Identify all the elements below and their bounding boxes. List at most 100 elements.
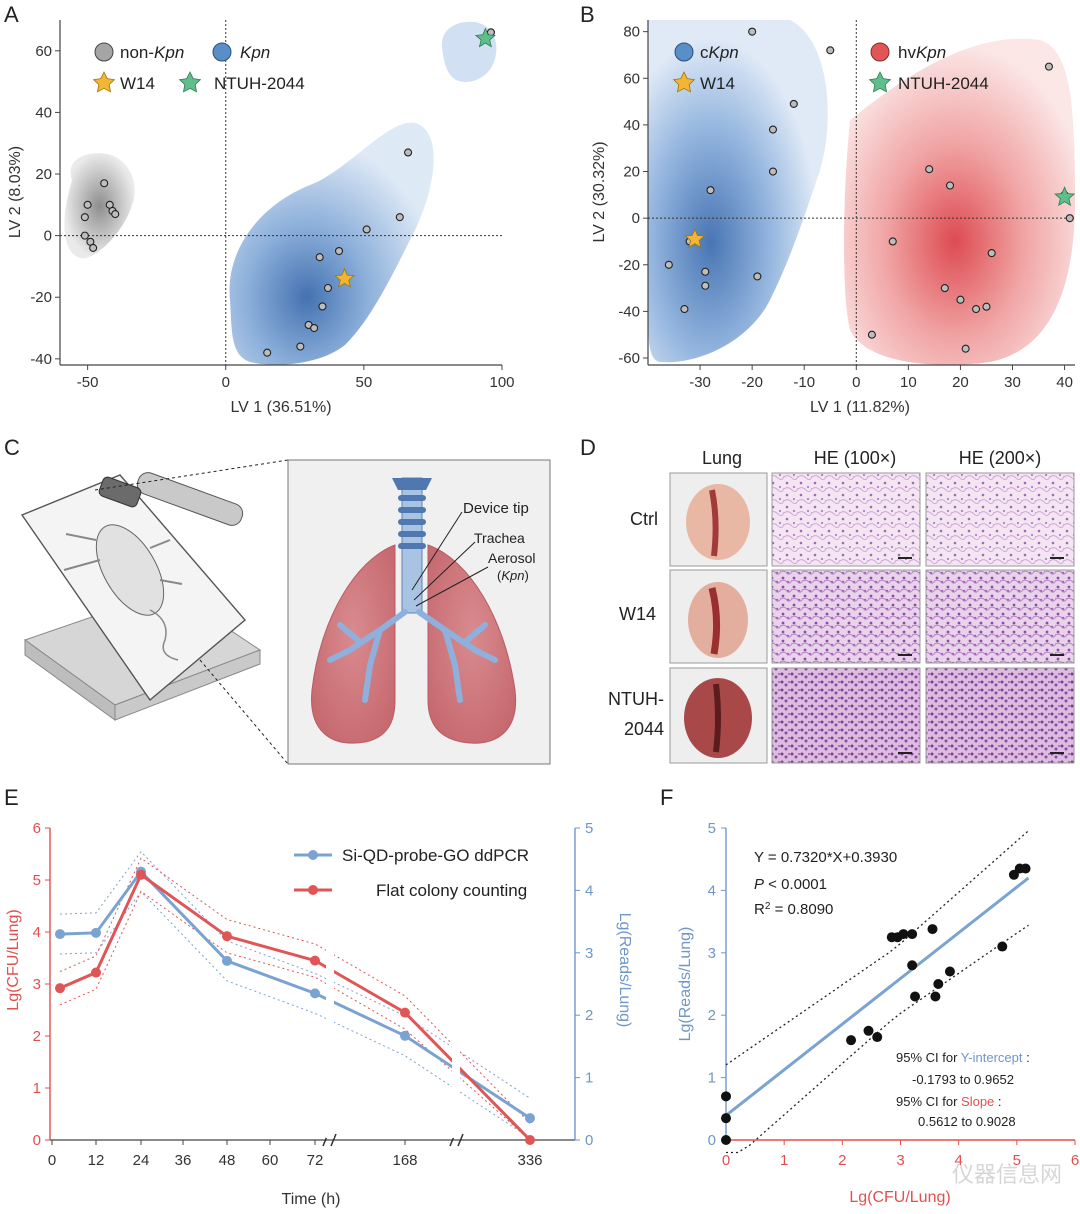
- f-xlabel: Lg(CFU/Lung): [849, 1189, 950, 1206]
- he200-ntuh: [925, 667, 1075, 764]
- x-tick-label: 6: [1071, 1152, 1079, 1169]
- svg-text:Flat colony counting: Flat colony counting: [376, 881, 527, 900]
- e-xlabel: Time (h): [282, 1191, 341, 1208]
- f-ci-intercept-range: -0.1793 to 0.9652: [912, 1072, 1014, 1087]
- col-header-lung: Lung: [702, 448, 742, 468]
- ci-band-line: [725, 830, 1029, 1066]
- y-tick-label: 0: [708, 1132, 716, 1149]
- legend-a: non-Kpn Kpn W14 NTUH-2044: [92, 42, 305, 93]
- row-label-ctrl: Ctrl: [630, 509, 658, 529]
- x-tick-label: 20: [952, 374, 969, 391]
- y-tick-label: 1: [708, 1070, 716, 1087]
- data-point: [701, 267, 710, 276]
- label-device-tip: Device tip: [463, 500, 529, 517]
- x-tick-label: 3: [896, 1152, 904, 1169]
- y-tick-label-left: 5: [33, 872, 41, 889]
- data-point: [972, 305, 981, 314]
- x-tick-label: 40: [1056, 374, 1073, 391]
- panel-a-scatter: -50 0 50 100 -40 -20 0 20 40 60 non-Kpn Kpn W14 N…: [7, 20, 515, 416]
- b-xlabel: LV 1 (11.82%): [810, 399, 910, 416]
- data-point: [701, 281, 710, 290]
- y-tick-label-right: 5: [585, 820, 593, 837]
- y-tick-label-right: 4: [585, 882, 593, 899]
- col-header-he100: HE (100×): [814, 448, 897, 468]
- y-tick-label-left: 3: [33, 976, 41, 993]
- data-point: [1020, 863, 1031, 874]
- data-point: [867, 330, 876, 339]
- left-lung: [311, 544, 396, 744]
- y-tick-label: 40: [623, 117, 640, 134]
- data-point: [910, 991, 921, 1002]
- data-point: [933, 979, 944, 989]
- data-point: [721, 1135, 731, 1145]
- series-point: [55, 929, 65, 940]
- label-aerosol: Aerosol: [488, 550, 535, 566]
- y-tick-label-right: 0: [585, 1132, 593, 1149]
- data-point: [296, 342, 305, 351]
- series-point: [525, 1135, 535, 1145]
- he100-ctrl: [771, 472, 921, 567]
- data-point: [706, 186, 715, 195]
- x-tick-label: 336: [517, 1152, 542, 1169]
- row-label-2044: 2044: [624, 719, 664, 739]
- data-point: [80, 231, 89, 240]
- data-point: [395, 213, 404, 222]
- data-point: [680, 305, 689, 314]
- legend-e: Si-QD-probe-GO ddPCR Flat colony countin…: [294, 846, 529, 900]
- data-point: [111, 210, 120, 219]
- y-tick-label: 20: [623, 164, 640, 181]
- data-point: [748, 27, 757, 36]
- data-point: [315, 253, 324, 262]
- data-point: [898, 929, 909, 940]
- x-tick-label: 48: [219, 1152, 236, 1169]
- he100-ntuh: [771, 667, 921, 764]
- he200-w14: [925, 569, 1075, 664]
- watermark: 仪器信息网: [952, 1162, 1062, 1187]
- svg-text:NTUH-2044: NTUH-2044: [214, 74, 305, 93]
- data-point: [83, 200, 92, 209]
- data-point: [1065, 214, 1074, 223]
- x-tick-label: 0: [722, 1152, 730, 1169]
- panel-label-c: C: [4, 435, 20, 460]
- panel-d-histology: Lung HE (100×) HE (200×) Ctrl W14 NTUH- …: [608, 448, 1075, 764]
- y-tick-label-right: 2: [585, 1007, 593, 1024]
- y-tick-label: 3: [708, 945, 716, 962]
- kpn-density: [229, 122, 434, 365]
- x-tick-label: -10: [793, 374, 815, 391]
- series-point: [91, 967, 101, 978]
- b-ylabel: LV 2 (30.32%): [591, 141, 608, 242]
- x-tick-label: 24: [133, 1152, 150, 1169]
- y-tick-label: 60: [35, 43, 52, 60]
- data-point: [1044, 62, 1054, 71]
- panel-label-a: A: [4, 2, 19, 27]
- data-point: [888, 237, 897, 246]
- panel-label-e: E: [4, 785, 19, 810]
- he100-w14: [771, 569, 921, 664]
- x-tick-label: 10: [900, 374, 917, 391]
- data-point: [664, 260, 673, 269]
- data-point: [100, 179, 109, 188]
- f-ci-slope-range: 0.5612 to 0.9028: [918, 1114, 1016, 1129]
- label-kpn: Kpn: [501, 568, 524, 583]
- data-point: [997, 941, 1008, 952]
- series-point: [400, 1007, 410, 1018]
- data-point: [404, 148, 413, 157]
- he200-ctrl: [925, 472, 1075, 567]
- data-point: [956, 295, 965, 304]
- f-equation: Y = 0.7320*X+0.3930: [754, 849, 897, 866]
- y-tick-label: -20: [618, 257, 640, 274]
- e-ylabel-left: Lg(CFU/Lung): [5, 909, 22, 1010]
- label-trachea: Trachea: [474, 530, 525, 546]
- data-point: [753, 272, 762, 281]
- data-point: [310, 323, 319, 333]
- svg-text:hvKpn: hvKpn: [898, 43, 946, 62]
- panel-label-b: B: [580, 2, 595, 27]
- series-point: [222, 955, 232, 966]
- series-point: [222, 931, 232, 942]
- x-tick-label: 168: [392, 1152, 417, 1169]
- y-tick-label-left: 6: [33, 820, 41, 837]
- data-point: [940, 284, 949, 293]
- f-ci-intercept-label: 95% CI for Y-intercept :: [896, 1050, 1030, 1065]
- x-tick-label: 4: [954, 1152, 962, 1169]
- y-tick-label-left: 4: [33, 924, 41, 941]
